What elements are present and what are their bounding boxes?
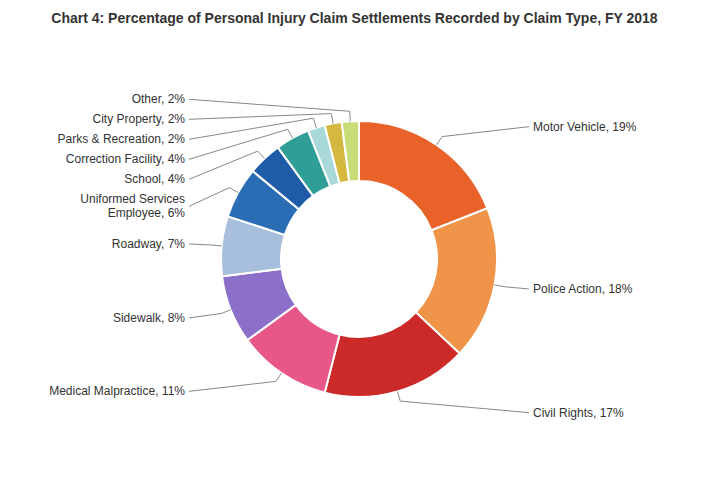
svg-text:Civil Rights, 17%: Civil Rights, 17%: [533, 406, 624, 420]
svg-text:Parks & Recreation, 2%: Parks & Recreation, 2%: [58, 132, 186, 146]
svg-text:Medical Malpractice, 11%: Medical Malpractice, 11%: [49, 384, 185, 398]
svg-text:School, 4%: School, 4%: [124, 172, 185, 186]
svg-text:Other, 2%: Other, 2%: [132, 92, 186, 106]
svg-text:Uniformed ServicesEmployee, 6%: Uniformed ServicesEmployee, 6%: [80, 192, 185, 220]
svg-text:Police Action, 18%: Police Action, 18%: [533, 282, 633, 296]
svg-text:Motor Vehicle, 19%: Motor Vehicle, 19%: [533, 120, 637, 134]
html-text:Chart 4: Percentage of Persona: Chart 4: Percentage of Personal Injury C…: [51, 10, 658, 26]
svg-text:Sidewalk, 8%: Sidewalk, 8%: [113, 311, 185, 325]
svg-text:City Property, 2%: City Property, 2%: [93, 112, 186, 126]
svg-text:Correction Facility, 4%: Correction Facility, 4%: [66, 152, 185, 166]
svg-text:Roadway, 7%: Roadway, 7%: [112, 237, 185, 251]
